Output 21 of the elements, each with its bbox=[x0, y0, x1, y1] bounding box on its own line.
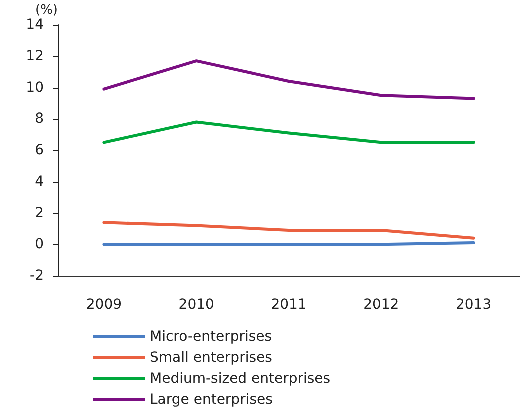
y-tick-label: 2 bbox=[35, 205, 44, 222]
legend-label: Micro-enterprises bbox=[150, 329, 272, 345]
x-tick-label: 2009 bbox=[86, 297, 122, 313]
x-tick-label: 2010 bbox=[178, 297, 214, 313]
y-tick-label: 0 bbox=[35, 236, 44, 253]
legend-label: Small enterprises bbox=[150, 350, 272, 366]
legend-label: Large enterprises bbox=[150, 392, 273, 408]
y-tick-label: 10 bbox=[26, 80, 44, 96]
y-tick-label: 12 bbox=[26, 48, 44, 64]
x-tick-label: 2012 bbox=[364, 297, 400, 313]
y-tick-label: 14 bbox=[26, 17, 44, 33]
line-series bbox=[102, 221, 476, 240]
y-tick-label: 8 bbox=[35, 111, 44, 128]
x-tick-label: 2011 bbox=[271, 297, 307, 313]
y-axis-title: (%) bbox=[36, 3, 58, 18]
y-tick-label: 6 bbox=[35, 142, 44, 158]
y-tick-label: -2 bbox=[30, 268, 44, 284]
legend-label: Medium-sized enterprises bbox=[150, 371, 331, 387]
x-tick-label: 2013 bbox=[456, 297, 492, 313]
y-tick-label: 4 bbox=[35, 174, 44, 190]
line-series bbox=[102, 60, 476, 100]
